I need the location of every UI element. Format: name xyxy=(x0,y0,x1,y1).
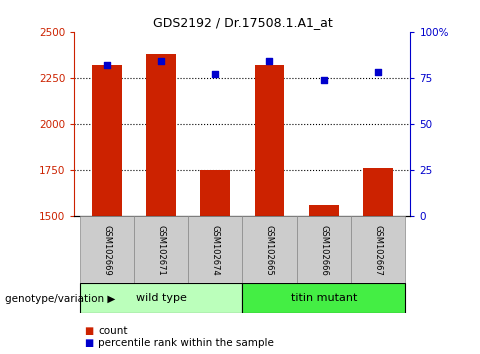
Text: GSM102665: GSM102665 xyxy=(265,225,274,276)
Text: GSM102674: GSM102674 xyxy=(211,225,220,276)
Bar xyxy=(297,216,351,285)
Point xyxy=(374,69,382,75)
Bar xyxy=(254,65,285,216)
Text: GSM102669: GSM102669 xyxy=(102,225,111,276)
Point xyxy=(265,58,273,64)
Point xyxy=(103,62,111,68)
Text: count: count xyxy=(98,326,128,336)
Bar xyxy=(134,216,188,285)
Bar xyxy=(309,205,338,216)
Bar xyxy=(363,168,393,216)
Bar xyxy=(92,65,122,216)
Text: GSM102671: GSM102671 xyxy=(156,225,166,276)
Title: GDS2192 / Dr.17508.1.A1_at: GDS2192 / Dr.17508.1.A1_at xyxy=(153,16,332,29)
Bar xyxy=(80,283,242,313)
Bar xyxy=(242,283,405,313)
Bar xyxy=(80,216,134,285)
Bar xyxy=(201,170,230,216)
Text: ■: ■ xyxy=(84,338,93,348)
Text: ■: ■ xyxy=(84,326,93,336)
Bar xyxy=(242,216,297,285)
Point xyxy=(157,58,165,64)
Text: GSM102666: GSM102666 xyxy=(319,225,328,276)
Point xyxy=(212,72,219,77)
Bar xyxy=(146,54,176,216)
Text: GSM102667: GSM102667 xyxy=(373,225,383,276)
Text: percentile rank within the sample: percentile rank within the sample xyxy=(98,338,274,348)
Bar xyxy=(351,216,405,285)
Point xyxy=(320,77,327,82)
Text: genotype/variation ▶: genotype/variation ▶ xyxy=(5,294,115,304)
Bar xyxy=(188,216,242,285)
Text: titin mutant: titin mutant xyxy=(290,293,357,303)
Text: wild type: wild type xyxy=(136,293,187,303)
